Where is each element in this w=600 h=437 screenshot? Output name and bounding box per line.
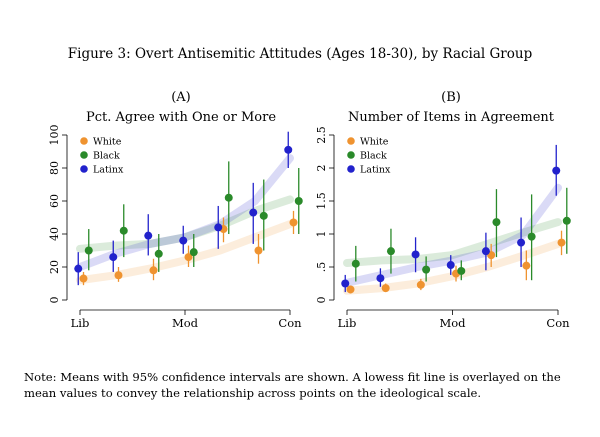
- lowess-line-black: [343, 218, 562, 267]
- data-point-black: [224, 193, 233, 202]
- data-point-latinx: [144, 231, 153, 240]
- x-tick-label: Lib: [338, 316, 357, 330]
- data-point-latinx: [446, 261, 455, 270]
- data-point-white: [114, 271, 123, 280]
- data-point-black: [259, 211, 268, 220]
- legend-marker-latinx: [347, 165, 355, 173]
- x-tick-label: Mod: [439, 316, 466, 330]
- data-point-latinx: [376, 274, 385, 283]
- legend-label: Latinx: [360, 165, 391, 176]
- y-tick-label: 2.5: [315, 126, 328, 144]
- data-point-latinx: [481, 247, 490, 256]
- data-point-black: [527, 232, 536, 241]
- data-point-latinx: [74, 264, 83, 273]
- x-tick-label: Con: [546, 316, 570, 330]
- data-point-black: [189, 248, 198, 257]
- data-point-white: [184, 253, 193, 262]
- data-point-latinx: [552, 166, 561, 175]
- x-tick-label: Mod: [172, 316, 199, 330]
- data-point-latinx: [179, 236, 188, 245]
- data-point-white: [416, 280, 425, 289]
- data-point-white: [79, 274, 88, 283]
- data-point-white: [522, 261, 531, 270]
- data-point-black: [562, 216, 571, 225]
- y-tick-label: 100: [48, 125, 61, 146]
- panel-title: Pct. Agree with One or More: [86, 110, 276, 125]
- figure-note: Note: Means with 95% confidence interval…: [24, 370, 561, 400]
- data-point-latinx: [411, 250, 420, 259]
- legend-label: White: [360, 137, 389, 148]
- data-point-white: [346, 285, 355, 294]
- legend-marker-black: [80, 151, 88, 159]
- data-point-black: [294, 197, 303, 205]
- data-point-black: [457, 266, 466, 275]
- data-point-black: [422, 265, 431, 274]
- legend-label: Black: [360, 151, 387, 162]
- y-tick-label: 1.5: [315, 192, 328, 210]
- legend-marker-black: [347, 151, 355, 159]
- panel-label: (A): [171, 90, 191, 105]
- y-tick-label: 40: [48, 227, 61, 241]
- legend-label: White: [93, 137, 122, 148]
- data-point-black: [119, 226, 128, 235]
- data-point-latinx: [249, 208, 258, 217]
- data-point-latinx: [341, 279, 350, 288]
- y-tick-label: .5: [315, 262, 328, 273]
- x-tick-label: Lib: [71, 316, 90, 330]
- y-tick-label: 80: [48, 161, 61, 175]
- chart-panel-b: (B) Number of Items in Agreement 0 .5 1 1.5 2 2…: [315, 90, 571, 330]
- data-point-white: [381, 284, 390, 293]
- panel-label: (B): [441, 90, 461, 105]
- panel-title: Number of Items in Agreement: [348, 110, 555, 125]
- y-tick-label: 0: [315, 297, 328, 304]
- data-point-black: [84, 246, 93, 255]
- x-tick-label: Con: [278, 316, 302, 330]
- data-point-black: [351, 259, 360, 268]
- data-point-latinx: [109, 253, 118, 262]
- y-tick-label: 2: [315, 165, 328, 172]
- data-point-latinx: [517, 238, 526, 247]
- data-point-black: [386, 247, 395, 256]
- legend-label: Latinx: [93, 165, 124, 176]
- legend-marker-white: [80, 137, 88, 145]
- data-point-white: [289, 218, 298, 227]
- data-point-latinx: [284, 145, 293, 154]
- legend-marker-latinx: [80, 165, 88, 173]
- data-point-white: [557, 238, 566, 247]
- y-tick-label: 20: [48, 260, 61, 274]
- figure-title: Figure 3: Overt Antisemitic Attitudes (A…: [67, 46, 533, 62]
- y-tick-label: 0: [48, 297, 61, 304]
- legend-marker-white: [347, 137, 355, 145]
- data-point-black: [492, 218, 501, 227]
- data-point-white: [149, 266, 158, 275]
- data-point-black: [154, 249, 163, 258]
- y-tick-label: 1: [315, 231, 328, 238]
- chart-panel-a: (A) Pct. Agree with One or More 0 20 40 60 80 1…: [48, 90, 303, 330]
- data-point-white: [254, 246, 263, 255]
- legend-label: Black: [93, 151, 120, 162]
- data-point-latinx: [214, 223, 223, 232]
- y-tick-label: 60: [48, 194, 61, 208]
